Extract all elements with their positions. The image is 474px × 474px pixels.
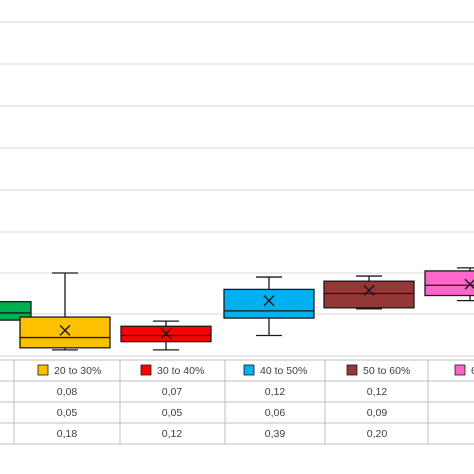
table-cell: 0,12 <box>162 428 183 440</box>
legend-swatch <box>140 364 152 376</box>
box-body <box>424 270 474 297</box>
legend-swatch <box>243 364 255 376</box>
box-4 <box>223 276 315 337</box>
box-6 <box>424 267 474 302</box>
table-cell: 0,05 <box>57 407 78 419</box>
legend-label: 20 to 30% <box>54 365 101 377</box>
box-body <box>0 301 32 321</box>
table-cell: 0,12 <box>265 386 286 398</box>
box-body <box>223 288 315 319</box>
legend-label: 40 to 50% <box>260 365 307 377</box>
table-cell: 0,20 <box>367 428 388 440</box>
box-body <box>19 316 111 349</box>
table-cell: 0,12 <box>367 386 388 398</box>
table-cell: 0,05 <box>162 407 183 419</box>
legend-swatch <box>37 364 49 376</box>
mean-marker <box>464 279 474 290</box>
mean-marker <box>363 284 375 296</box>
legend-label: 6 <box>471 365 474 377</box>
box-1 <box>0 301 32 321</box>
table-cell: 0,06 <box>265 407 286 419</box>
mean-marker <box>263 295 275 307</box>
box-3 <box>120 320 212 351</box>
legend-swatch <box>454 364 466 376</box>
table-cell: 0,18 <box>57 428 78 440</box>
box-body <box>323 280 415 309</box>
mean-marker <box>59 324 71 336</box>
grid-lines <box>0 21 474 357</box>
data-table: 20 to 30% 30 to 40% 40 to 50% 50 to 60% 6 0,0… <box>0 359 474 445</box>
table-cell: 0,07 <box>162 386 183 398</box>
box-plot-series <box>0 267 474 351</box>
table-cell: 0,39 <box>265 428 286 440</box>
legend-swatch <box>346 364 358 376</box>
box-5 <box>323 275 415 310</box>
mean-marker <box>160 327 172 339</box>
legend-label: 50 to 60% <box>363 365 410 377</box>
box-2 <box>19 272 111 351</box>
table-cell: 0,09 <box>367 407 388 419</box>
legend-label: 30 to 40% <box>157 365 204 377</box>
table-cell: 0,08 <box>57 386 78 398</box>
